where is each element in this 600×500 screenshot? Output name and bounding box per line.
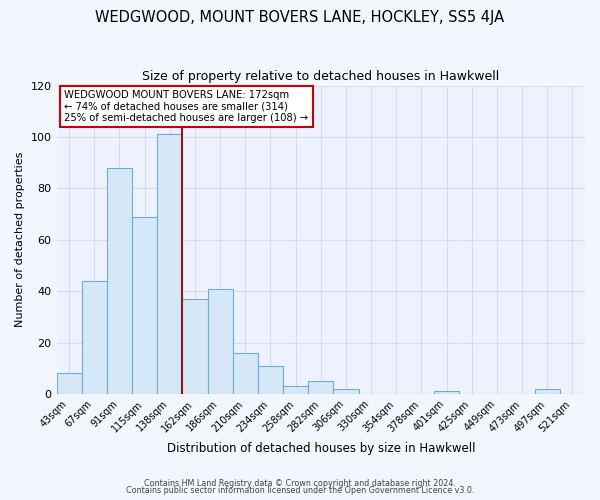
Bar <box>308 381 334 394</box>
Bar <box>283 386 308 394</box>
Bar <box>182 299 208 394</box>
Bar <box>233 353 258 394</box>
Bar <box>258 366 283 394</box>
Text: Contains HM Land Registry data © Crown copyright and database right 2024.: Contains HM Land Registry data © Crown c… <box>144 478 456 488</box>
Bar <box>107 168 132 394</box>
X-axis label: Distribution of detached houses by size in Hawkwell: Distribution of detached houses by size … <box>167 442 475 455</box>
Title: Size of property relative to detached houses in Hawkwell: Size of property relative to detached ho… <box>142 70 499 83</box>
Bar <box>208 288 233 394</box>
Y-axis label: Number of detached properties: Number of detached properties <box>15 152 25 328</box>
Bar <box>334 389 359 394</box>
Bar <box>434 392 459 394</box>
Bar <box>132 216 157 394</box>
Text: WEDGWOOD MOUNT BOVERS LANE: 172sqm
← 74% of detached houses are smaller (314)
25: WEDGWOOD MOUNT BOVERS LANE: 172sqm ← 74%… <box>64 90 308 124</box>
Bar <box>82 281 107 394</box>
Bar <box>157 134 182 394</box>
Text: Contains public sector information licensed under the Open Government Licence v3: Contains public sector information licen… <box>126 486 474 495</box>
Bar <box>56 374 82 394</box>
Text: WEDGWOOD, MOUNT BOVERS LANE, HOCKLEY, SS5 4JA: WEDGWOOD, MOUNT BOVERS LANE, HOCKLEY, SS… <box>95 10 505 25</box>
Bar <box>535 389 560 394</box>
